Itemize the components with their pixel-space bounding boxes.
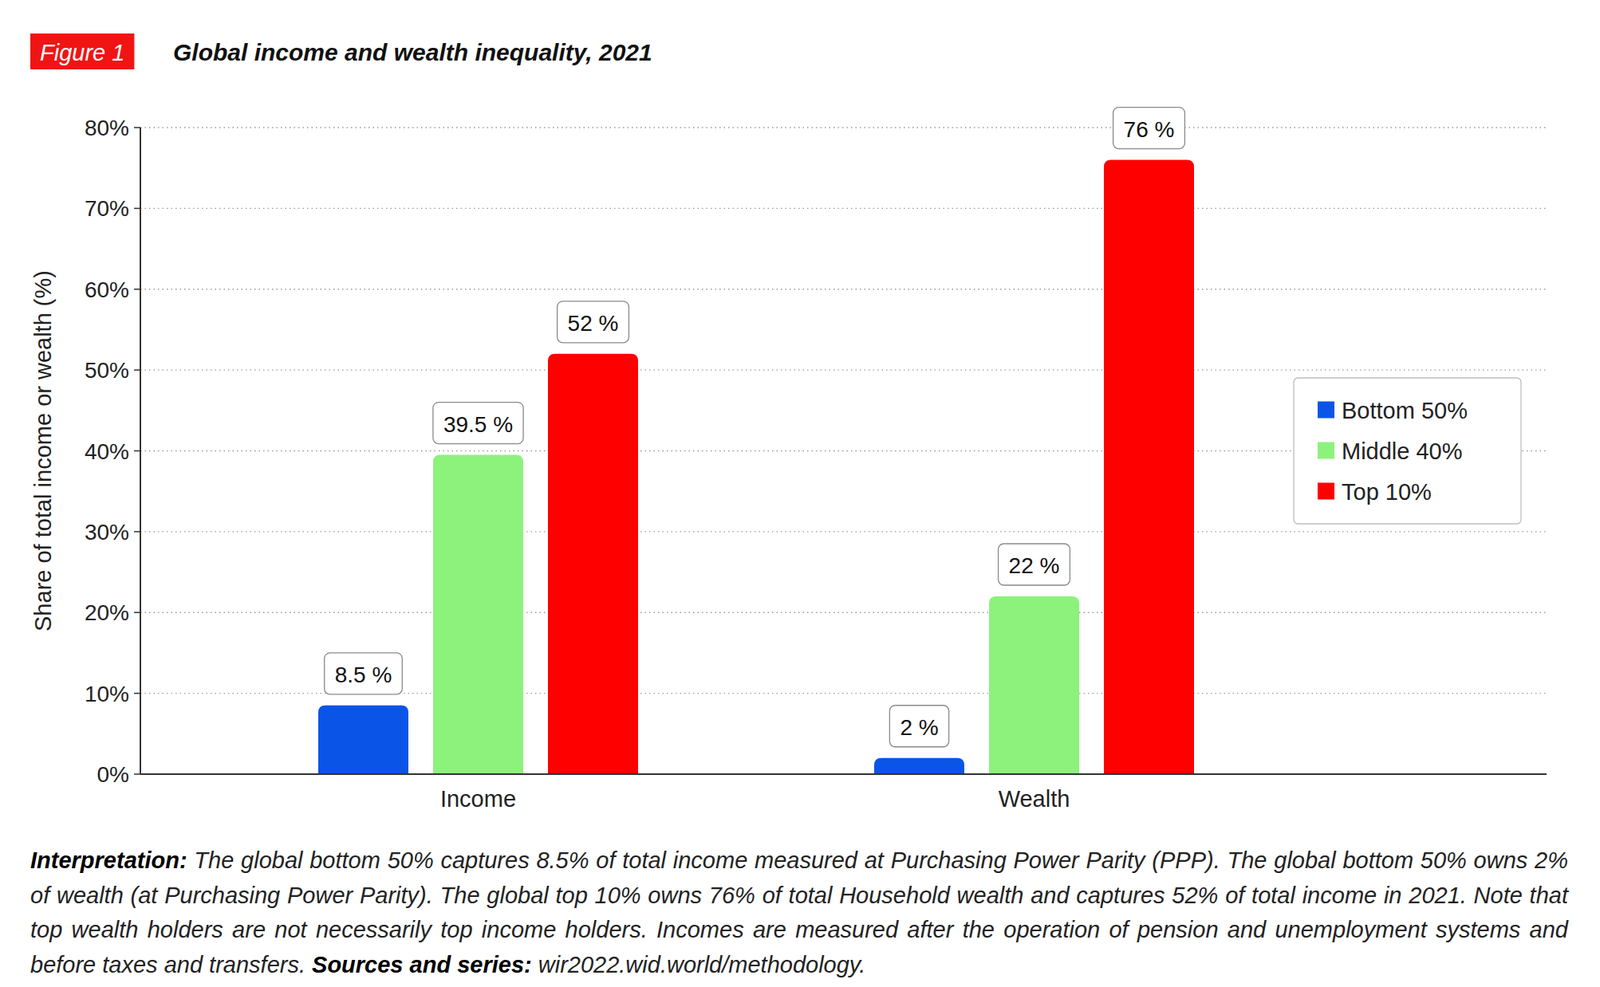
data-label-box (324, 653, 403, 695)
y-tick-label: 70% (84, 196, 130, 221)
bars (318, 160, 1195, 775)
data-label: 22 % (998, 543, 1071, 586)
y-axis (139, 127, 142, 775)
data-label: 8.5 % (324, 653, 403, 695)
grid-line (140, 612, 1547, 614)
y-tick-label: 0% (97, 762, 130, 788)
y-tick-label: 30% (84, 520, 130, 545)
data-label-text: 2 % (899, 715, 938, 741)
bar (318, 705, 409, 775)
bar (874, 758, 965, 775)
data-label-text: 8.5 % (334, 662, 393, 688)
legend-label: Top 10% (1341, 479, 1432, 505)
grid-line (140, 531, 1547, 533)
figure-label: Figure 1 (39, 39, 125, 66)
grid-line (140, 288, 1547, 290)
y-tick-label: 20% (84, 600, 130, 626)
y-tick-label: 40% (84, 439, 130, 465)
legend-swatch (1317, 483, 1335, 501)
x-tick-label: Wealth (998, 786, 1071, 812)
y-tick-label: 50% (84, 358, 130, 383)
y-tick (133, 288, 141, 291)
y-tick (133, 450, 141, 453)
sources-label: Sources and series: (311, 952, 533, 978)
y-tick-label: 60% (84, 277, 130, 303)
legend: Bottom 50% Middle 40% Top 10% (1293, 378, 1522, 525)
data-label-box (557, 301, 630, 343)
bar (433, 455, 524, 775)
y-tick (133, 126, 141, 129)
bar (989, 596, 1080, 775)
bar (1103, 160, 1195, 775)
figure-badge-bg (30, 33, 134, 70)
data-label-text: 52 % (567, 311, 619, 336)
data-labels: 8.5 % 39.5 % 52 % 2 % 22 % 76 % (324, 107, 1186, 748)
figure-badge: Figure 1 (30, 33, 134, 70)
data-label: 52 % (557, 301, 630, 343)
y-tick (133, 369, 141, 371)
data-label-text: 39.5 % (443, 412, 513, 438)
y-tick (133, 531, 141, 533)
y-tick (133, 208, 141, 210)
sources-text: wir2022.wid.world/methodology. (538, 952, 867, 978)
data-label-box (433, 402, 524, 445)
grid-line (140, 126, 1547, 128)
y-tick (133, 693, 141, 695)
grid-line (140, 369, 1547, 371)
y-tick-label: 10% (84, 681, 130, 707)
title: Global income and wealth inequality, 202… (173, 39, 653, 66)
legend-swatch (1317, 401, 1335, 419)
data-label-text: 22 % (1008, 553, 1061, 579)
legend-label: Bottom 50% (1341, 398, 1468, 424)
legend-swatch (1317, 442, 1335, 460)
grid-line (140, 208, 1547, 209)
y-tick-label: 80% (84, 115, 130, 141)
x-axis (140, 773, 1547, 776)
data-label-box (1113, 107, 1186, 150)
chart: Figure 1 Global income and wealth inequal… (0, 0, 1600, 987)
y-axis-label: Share of total income or wealth (%) (30, 270, 56, 632)
legend-label: Middle 40% (1341, 438, 1463, 465)
interpretation-label: Interpretation: (30, 847, 188, 874)
data-label-box (998, 543, 1071, 586)
note: Interpretation: The global bottom 50% ca… (30, 843, 1569, 983)
data-label: 76 % (1113, 107, 1186, 150)
data-label: 2 % (889, 705, 949, 748)
grid (140, 127, 1547, 694)
y-tick (133, 773, 141, 776)
data-label-box (889, 705, 949, 748)
data-label: 39.5 % (433, 402, 524, 445)
legend-box (1293, 378, 1522, 525)
y-tick (133, 612, 141, 615)
bar (547, 354, 639, 775)
x-tick-label: Income (440, 786, 517, 812)
data-label-text: 76 % (1123, 117, 1175, 142)
